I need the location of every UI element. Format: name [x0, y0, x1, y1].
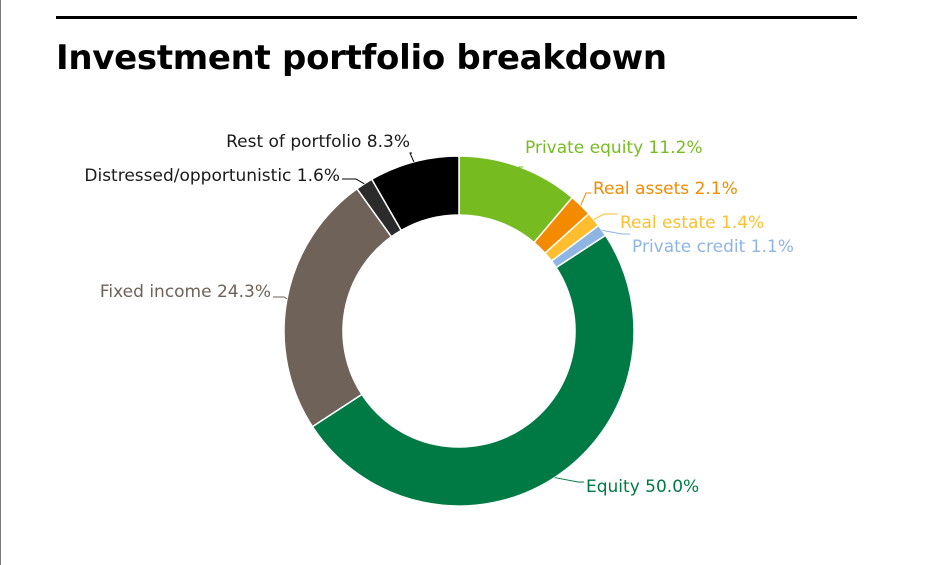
leader-line-real-estate — [593, 213, 618, 220]
label-distressed-opportunistic: Distressed/opportunistic 1.6% — [84, 166, 340, 186]
label-equity: Equity 50.0% — [586, 477, 699, 497]
label-rest-of-portfolio: Rest of portfolio 8.3% — [226, 132, 410, 152]
leader-line-equity — [554, 477, 584, 483]
leader-line-fixed-income — [273, 296, 288, 300]
label-private-credit: Private credit 1.1% — [632, 237, 794, 257]
leader-line-real-assets — [580, 192, 591, 206]
slice-equity — [311, 234, 635, 508]
donut-slices — [283, 155, 635, 508]
top-rule — [56, 16, 857, 19]
leader-line-rest-of-portfolio — [409, 152, 415, 163]
label-private-equity: Private equity 11.2% — [525, 138, 703, 158]
label-real-estate: Real estate 1.4% — [620, 213, 764, 233]
leader-line-private-credit — [602, 229, 630, 235]
label-real-assets: Real assets 2.1% — [593, 179, 738, 199]
leader-lines — [273, 152, 630, 483]
leader-line-distressed-opportunistic — [342, 178, 365, 185]
label-fixed-income: Fixed income 24.3% — [100, 282, 271, 302]
slice-labels: Private equity 11.2% Real assets 2.1% Real… — [84, 132, 793, 497]
slice-rest-of-portfolio — [370, 155, 460, 232]
slice-fixed-income — [283, 187, 393, 428]
chart-title: Investment portfolio breakdown — [56, 38, 667, 78]
left-border — [0, 0, 1, 565]
